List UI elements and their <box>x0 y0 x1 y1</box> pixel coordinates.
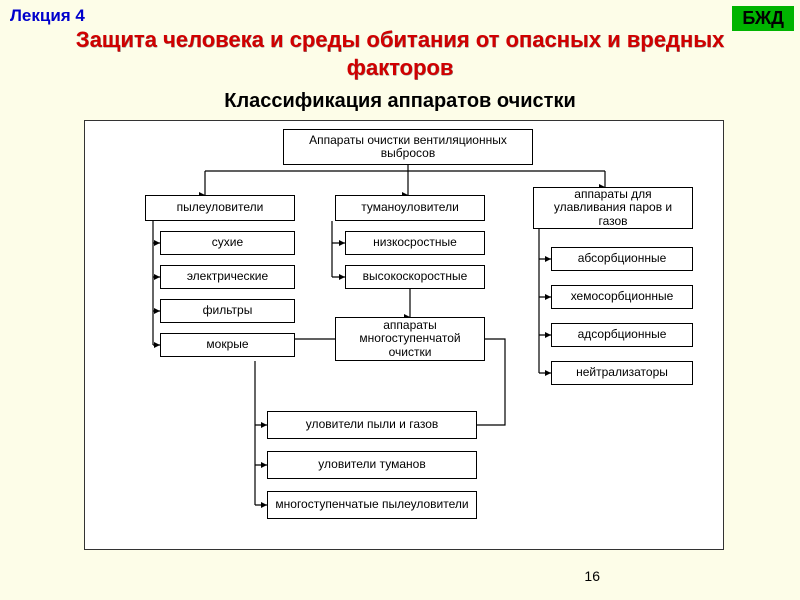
node-high: высокоскоростные <box>345 265 485 289</box>
node-root: Аппараты очистки вентиляционных выбросов <box>283 129 533 165</box>
node-multi: аппараты многоступенчатой очистки <box>335 317 485 361</box>
node-chem: хемосорбционные <box>551 285 693 309</box>
node-low: низкосростные <box>345 231 485 255</box>
node-dry: сухие <box>160 231 295 255</box>
node-filt: фильтры <box>160 299 295 323</box>
node-catch3: многоступенчатые пылеуловители <box>267 491 477 519</box>
node-dust: пылеуловители <box>145 195 295 221</box>
node-ads: адсорбционные <box>551 323 693 347</box>
lecture-label: Лекция 4 <box>10 6 85 26</box>
node-wet: мокрые <box>160 333 295 357</box>
node-abs: абсорбционные <box>551 247 693 271</box>
classification-diagram: Аппараты очистки вентиляционных выбросов… <box>84 120 724 550</box>
subtitle: Классификация аппаратов очистки <box>0 90 800 113</box>
node-catch1: уловители пыли и газов <box>267 411 477 439</box>
node-gas: аппараты для улавливания паров и газов <box>533 187 693 229</box>
page-number: 16 <box>584 568 600 584</box>
page-title: Защита человека и среды обитания от опас… <box>0 26 800 81</box>
node-fog: туманоуловители <box>335 195 485 221</box>
node-neut: нейтрализаторы <box>551 361 693 385</box>
node-elec: электрические <box>160 265 295 289</box>
node-catch2: уловители туманов <box>267 451 477 479</box>
